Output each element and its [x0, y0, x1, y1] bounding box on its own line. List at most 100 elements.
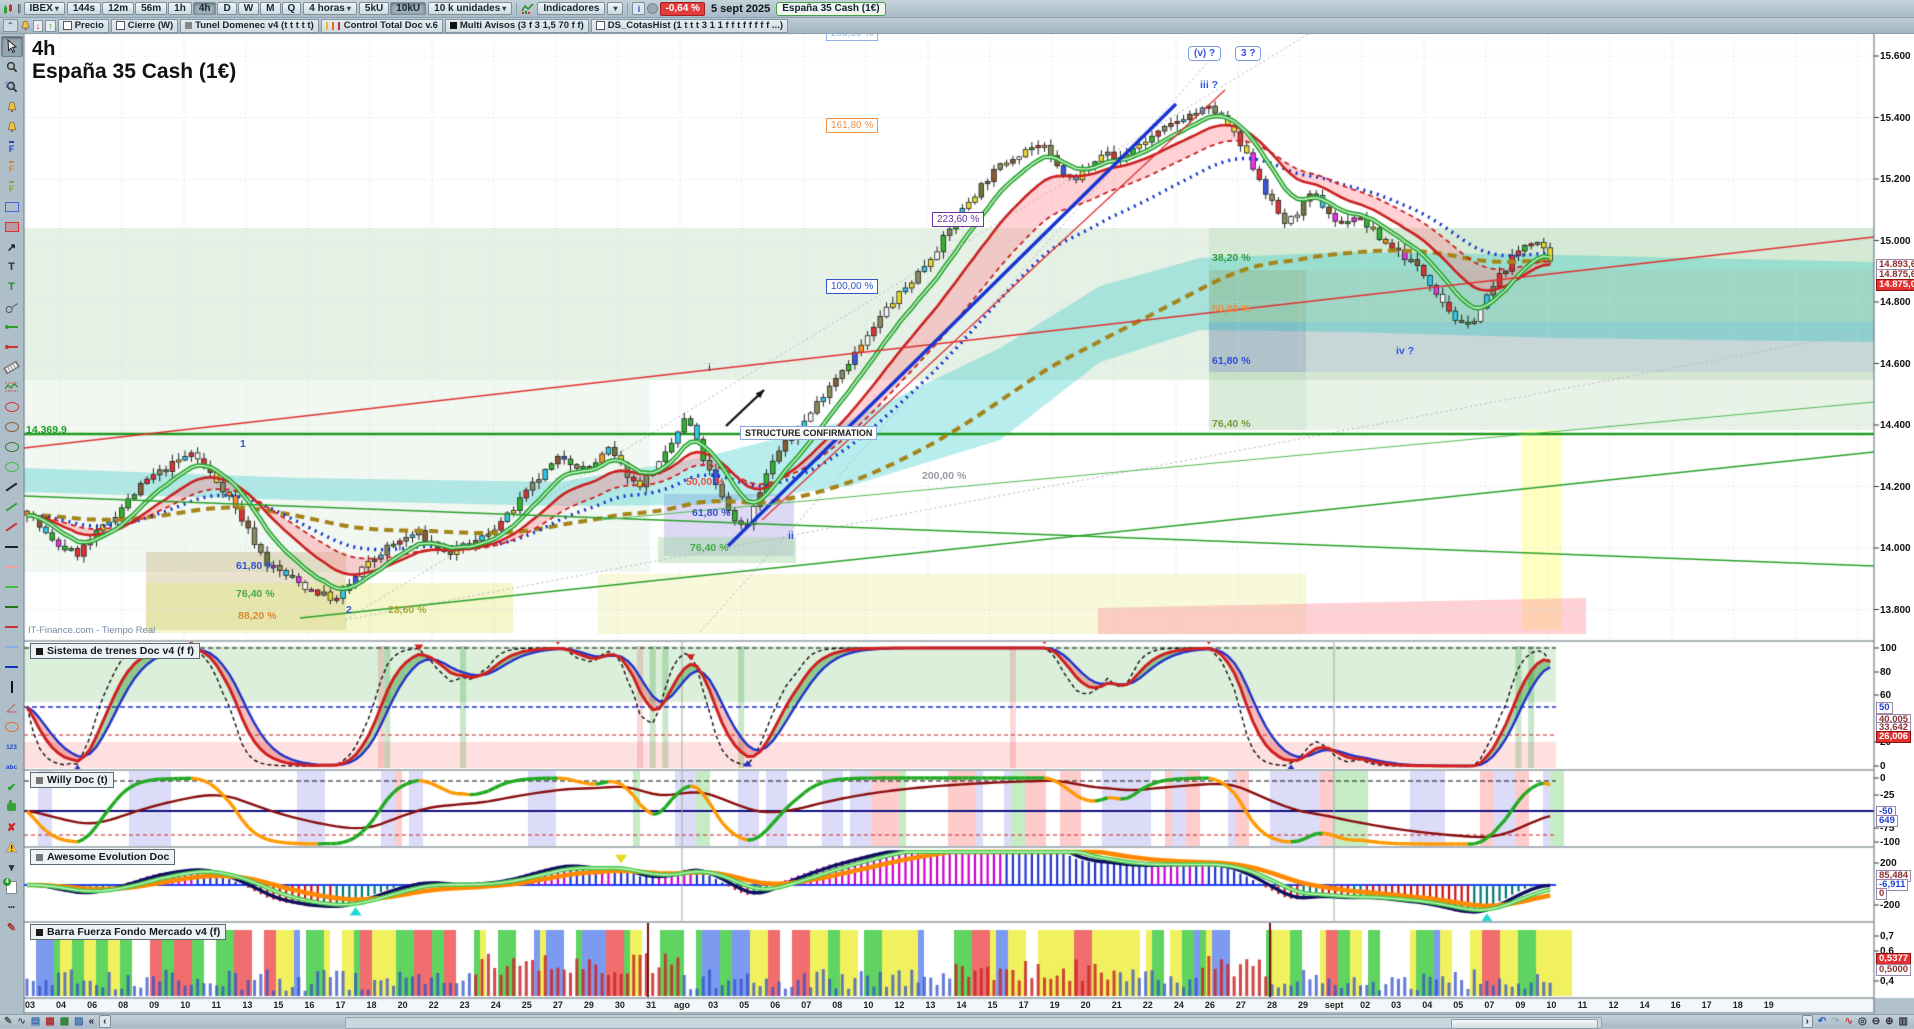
ellipse-red-tool-icon[interactable]	[2, 398, 22, 417]
unit-button-10kU[interactable]: 10kU	[390, 2, 427, 15]
letters-tool-icon[interactable]: abc	[5, 763, 18, 771]
timeframe-button-W[interactable]: W	[237, 2, 260, 15]
zoom-fit-icon[interactable]: ◎	[1858, 1016, 1867, 1027]
redo-icon[interactable]: ↷	[1831, 1016, 1840, 1027]
share-icon[interactable]: ∿	[17, 1016, 26, 1027]
overlay-item[interactable]: Precio	[57, 18, 109, 33]
indicators-chevron-button[interactable]: ▾	[607, 2, 624, 15]
timeframe-button-144s[interactable]: 144s	[66, 2, 102, 15]
arrow-up-green-icon[interactable]: ↑	[45, 19, 56, 32]
wave-count-box[interactable]: (v) ?	[1188, 46, 1222, 61]
units-dropdown[interactable]: 10 k unidades ▾	[428, 2, 513, 15]
info-icon[interactable]: i	[632, 2, 646, 15]
panel-header[interactable]: Barra Fuerza Fondo Mercado v4 (f)	[30, 924, 227, 940]
structure-confirmation-label[interactable]: STRUCTURE CONFIRMATION	[740, 426, 878, 440]
overlay-item[interactable]: Control Total Doc v.6	[320, 18, 443, 33]
timeframe-button-Q[interactable]: Q	[281, 2, 302, 15]
line-green-tool-icon[interactable]	[2, 498, 22, 517]
callout-tool-icon[interactable]: T	[8, 281, 15, 293]
wave-count-box[interactable]: 3 ?	[1235, 46, 1262, 61]
rect-blue-tool-icon[interactable]	[2, 198, 22, 217]
report-icon[interactable]: ▦	[45, 1016, 55, 1027]
cross-tool-icon[interactable]: ✘	[6, 821, 17, 834]
arrow-down-red-icon[interactable]: ↓	[32, 19, 44, 32]
hline-red-tool-icon[interactable]	[2, 618, 22, 637]
notes-tool-icon[interactable]: 4	[2, 877, 22, 897]
hline-marker-red-tool-icon[interactable]	[2, 338, 22, 357]
chevron-down-tool-icon[interactable]: ▾	[8, 861, 15, 874]
zoom-out-icon[interactable]: ⊖	[1871, 1016, 1881, 1027]
pin-tool-icon[interactable]	[2, 298, 22, 317]
overlay-item[interactable]: DS_CotasHist (1 t t t 3 1 1 f f t f f f …	[590, 18, 788, 33]
undo-icon[interactable]: ↶	[1817, 1016, 1827, 1027]
checkbox-icon[interactable]	[62, 21, 72, 30]
zoom-area-tool-icon[interactable]	[2, 78, 22, 97]
alarm-cursor-tool-icon[interactable]	[2, 98, 22, 117]
trend-arrow-tool-icon[interactable]: ↗	[6, 241, 17, 254]
timeframe-button-56m[interactable]: 56m	[135, 2, 168, 15]
rect-red-tool-icon[interactable]	[2, 218, 22, 237]
fib-blue-tool-icon[interactable]: F	[2, 138, 22, 157]
pattern-tool-icon[interactable]	[2, 378, 22, 397]
check-tool-icon[interactable]: ✔	[6, 781, 17, 794]
overlay-item[interactable]: Multi Avisos (3 f 3 1,5 70 f f)	[444, 18, 589, 33]
alarm-bell-icon[interactable]	[20, 20, 31, 31]
more-tool-icon[interactable]: •••	[8, 903, 15, 911]
clipboard-icon[interactable]: ▤	[30, 1016, 41, 1027]
overlay-item[interactable]: Tunel Domenec v4 (t t t t t)	[180, 18, 319, 33]
panel-header[interactable]: Sistema de trenes Doc v4 (f f)	[30, 643, 201, 659]
timeframe-button-4h[interactable]: 4h	[192, 2, 217, 15]
line-black-tool-icon[interactable]	[2, 478, 22, 497]
h-scrollbar[interactable]	[345, 1017, 1602, 1029]
hline-green-tool-icon[interactable]	[2, 578, 22, 597]
timeframe-button-M[interactable]: M	[260, 2, 281, 15]
thumbsup-tool-icon[interactable]	[2, 798, 22, 817]
ruler-tool-icon[interactable]	[2, 358, 22, 377]
hline-darkgreen-tool-icon[interactable]	[2, 598, 22, 617]
pause-icon[interactable]: ∥	[17, 3, 22, 13]
overlay-item[interactable]: Cierre (W)	[110, 18, 179, 33]
period-dropdown[interactable]: 4 horas ▾	[303, 2, 357, 15]
excel-icon[interactable]: ▩	[59, 1016, 70, 1027]
zoom-in-icon[interactable]: ⊕	[1885, 1016, 1894, 1027]
hline-blue-tool-icon[interactable]	[2, 658, 22, 677]
vline-tool-icon[interactable]	[2, 678, 22, 697]
fast-back-icon[interactable]: «	[88, 1016, 95, 1027]
timeframe-button-D[interactable]: D	[217, 2, 237, 15]
text-tool-icon[interactable]: T	[8, 261, 15, 273]
hline-black-tool-icon[interactable]	[2, 538, 22, 557]
checkbox-icon[interactable]	[115, 21, 125, 30]
fib-retracement-tool-icon[interactable]: F	[2, 158, 22, 177]
timeframe-button-1h[interactable]: 1h	[168, 2, 192, 15]
panel-header[interactable]: Willy Doc (t)	[30, 772, 114, 788]
panel-header[interactable]: Awesome Evolution Doc	[30, 849, 176, 865]
fib-extension-tool-icon[interactable]: F	[2, 178, 22, 197]
ellipse-darkgreen-tool-icon[interactable]	[2, 438, 22, 457]
image-icon[interactable]: ▨	[74, 1016, 84, 1027]
hline-marker-green-tool-icon[interactable]	[2, 318, 22, 337]
step-back-icon[interactable]: ‹	[99, 1015, 111, 1028]
circle-orange-tool-icon[interactable]	[2, 718, 22, 737]
checkbox-icon[interactable]	[595, 21, 605, 30]
timeframe-button-12m[interactable]: 12m	[102, 2, 135, 15]
unit-button-5kU[interactable]: 5kU	[358, 2, 390, 15]
pointer-tool-icon[interactable]	[0, 35, 23, 57]
numbers-tool-icon[interactable]: 123	[6, 743, 17, 751]
warning-tool-icon[interactable]	[2, 838, 22, 857]
layout-icon[interactable]: ▥	[1898, 1016, 1908, 1027]
edit-icon[interactable]: ✎	[4, 1016, 13, 1027]
record-icon[interactable]	[647, 3, 659, 14]
ellipse-brown-tool-icon[interactable]	[2, 418, 22, 437]
chart-tool-icon[interactable]: ∿	[1844, 1016, 1854, 1027]
hline-pink-tool-icon[interactable]	[2, 558, 22, 577]
collapse-icon[interactable]: ⌃	[3, 19, 18, 32]
angle-tool-icon[interactable]	[2, 698, 22, 717]
step-forward-icon[interactable]: ›	[1801, 1015, 1813, 1028]
date-axis[interactable]: 03 04 06 08 09 10 11 13 15 16 17 18 20 22 23 24 25 27 29 30…	[0, 999, 1874, 1013]
line-red-tool-icon[interactable]	[2, 518, 22, 537]
alarm-tool-icon[interactable]	[2, 118, 22, 137]
eraser-tool-icon[interactable]: ✎	[6, 921, 17, 934]
hline-lightblue-tool-icon[interactable]	[2, 638, 22, 657]
symbol-button[interactable]: IBEX ▾	[23, 2, 65, 15]
